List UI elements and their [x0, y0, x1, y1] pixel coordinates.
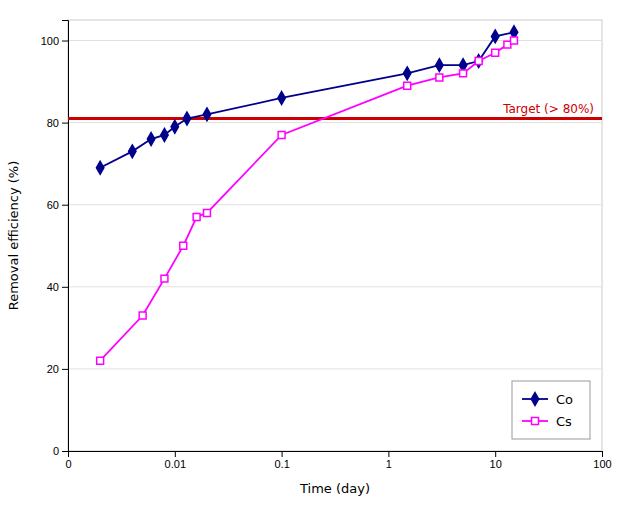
plot: 0 0.01 0.1 1 10 100 0 20 40 60 80 100 Target (> 80%)… [41, 20, 612, 470]
series-point [491, 30, 498, 43]
annotation: Target (> 80%) [502, 102, 594, 116]
grid-line [68, 204, 602, 205]
x-tick-mark [495, 451, 496, 457]
x-tick-mark [388, 451, 389, 457]
series-point [96, 161, 103, 174]
chart: 0 0.01 0.1 1 10 100 0 20 40 60 80 100 Target (> 80%)… [0, 0, 626, 507]
series-point [193, 214, 200, 221]
y-tick: 80 [47, 117, 68, 129]
x-tick: 100 [593, 451, 611, 470]
series-point [203, 108, 210, 121]
plot-frame [68, 20, 602, 451]
x-tick: 0.01 [165, 451, 186, 470]
y-tick-mark [62, 123, 68, 124]
series-point [460, 70, 467, 77]
grid-line [68, 40, 602, 41]
series-point [129, 145, 136, 158]
x-tick-mark [602, 451, 603, 457]
series-point [436, 74, 443, 81]
series-point [183, 112, 190, 125]
x-axis-line [69, 452, 603, 458]
y-tick-mark [62, 205, 68, 206]
legend-label: Co [556, 392, 573, 407]
y-tick: 40 [47, 281, 68, 293]
x-tick: 1 [386, 451, 392, 470]
x-tick-label: 1 [386, 458, 392, 470]
legend-label: Cs [556, 414, 572, 429]
y-tick-mark [62, 369, 68, 370]
series-point [492, 49, 499, 56]
series-line [100, 32, 514, 167]
grid-line [68, 122, 602, 123]
series-point [475, 58, 482, 65]
series-point [139, 312, 146, 319]
series-line [100, 41, 514, 361]
legend-marker [532, 418, 539, 425]
x-tick-mark [175, 451, 176, 457]
x-axis-title: Time (day) [299, 481, 370, 496]
series-point [147, 133, 154, 146]
marks [68, 26, 602, 364]
x-tick-label: 0 [65, 458, 71, 470]
y-tick-label: 100 [41, 35, 59, 47]
y-axis-line [62, 21, 69, 452]
y-tick-label: 20 [47, 363, 59, 375]
series-point [404, 82, 411, 89]
y-tick-label: 80 [47, 117, 59, 129]
y-tick-mark [62, 41, 68, 42]
series-point [278, 131, 285, 138]
series-point [278, 92, 285, 105]
y-tick-mark [62, 287, 68, 288]
x-tick-label: 100 [593, 458, 611, 470]
series-point [511, 37, 518, 44]
y-axis: 0 20 40 60 80 100 [41, 21, 69, 458]
x-tick-label: 10 [490, 458, 502, 470]
y-tick: 60 [47, 199, 68, 211]
y-tick: 100 [41, 35, 68, 47]
y-tick: 0 [53, 445, 68, 457]
y-tick: 20 [47, 363, 68, 375]
series-point [203, 209, 210, 216]
y-tick-mark [62, 451, 68, 452]
x-axis: 0 0.01 0.1 1 10 100 [65, 451, 611, 470]
legend-box [512, 381, 590, 439]
x-tick-label: 0.1 [274, 458, 289, 470]
series-point [161, 275, 168, 282]
y-tick-label: 0 [53, 445, 59, 457]
series-point [97, 357, 104, 364]
y-tick-label: 60 [47, 199, 59, 211]
series-point [171, 120, 178, 133]
series-point [161, 128, 168, 141]
series-point [403, 67, 410, 80]
x-tick: 10 [490, 451, 502, 470]
legend-marker [531, 393, 538, 406]
legend: Co Cs [512, 381, 590, 439]
x-tick: 0 [65, 451, 71, 470]
y-tick-label: 40 [47, 281, 59, 293]
target-line [68, 117, 602, 120]
grid-line [68, 368, 602, 369]
grid-line [68, 286, 602, 287]
series-point [180, 242, 187, 249]
y-axis-title: Removal efficiency (%) [6, 161, 21, 311]
series-point [436, 59, 443, 72]
x-tick-label: 0.01 [165, 458, 186, 470]
x-tick: 0.1 [274, 451, 289, 470]
x-tick-mark [282, 451, 283, 457]
grid [68, 41, 602, 451]
series-point [475, 55, 482, 68]
